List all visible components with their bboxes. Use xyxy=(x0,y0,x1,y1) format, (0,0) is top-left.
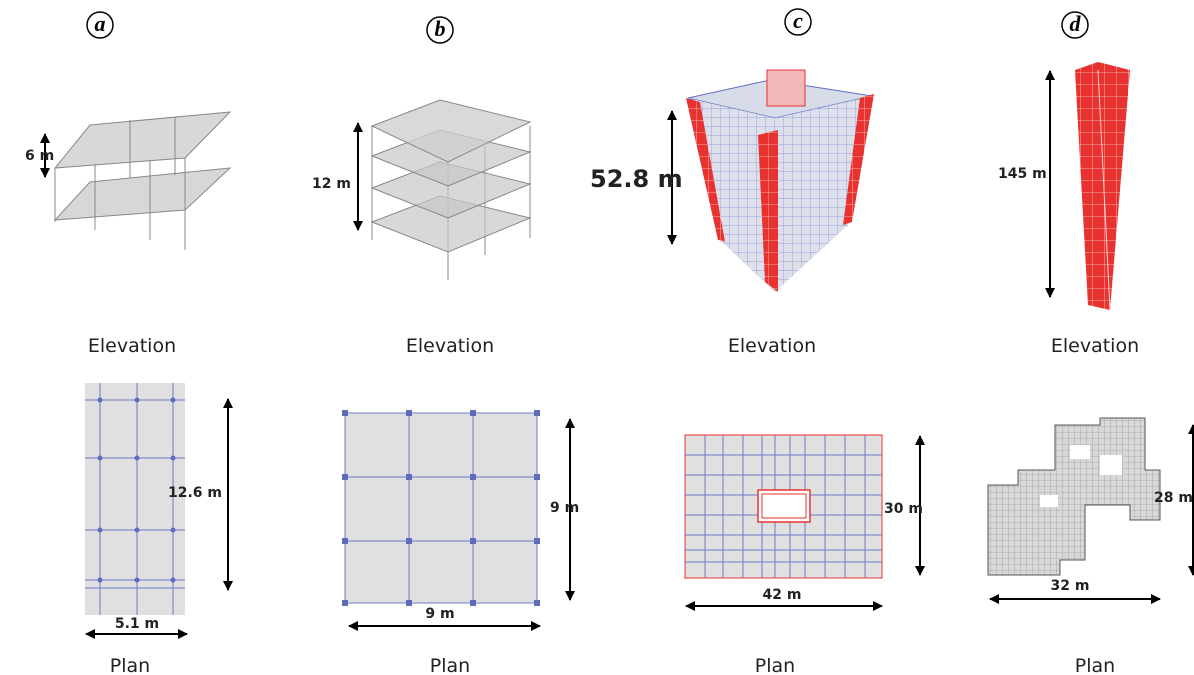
panel-letter: c xyxy=(793,8,803,33)
panel-letter: a xyxy=(95,11,106,36)
caption: Elevation xyxy=(88,335,176,357)
dimension-label: 32 m xyxy=(1051,578,1090,594)
panel-a: a 6 m Elevation 12.6 m 5.1 m Plan xyxy=(25,11,230,675)
panel-c: c 52.8 m Elevation 30 m 42 m Plan xyxy=(590,8,923,675)
plan xyxy=(345,413,537,603)
elevation-model xyxy=(55,112,230,250)
caption: Elevation xyxy=(1051,335,1139,357)
elevation-model xyxy=(686,70,874,292)
figure: a 6 m Elevation 12.6 m 5.1 m Plan b 12 m… xyxy=(0,0,1194,675)
caption: Elevation xyxy=(728,335,816,357)
dimension-label: 9 m xyxy=(425,606,454,622)
caption: Plan xyxy=(110,655,150,675)
dimension-label: 28 m xyxy=(1154,490,1193,506)
caption: Plan xyxy=(755,655,795,675)
dimension-label: 12.6 m xyxy=(168,485,222,501)
dimension-label: 30 m xyxy=(884,501,923,517)
elevation-model xyxy=(1075,62,1130,310)
dimension-label: 52.8 m xyxy=(590,165,683,193)
panel-letter: d xyxy=(1070,11,1082,36)
panel-letter: b xyxy=(435,16,446,41)
panel-b: b 12 m Elevation 9 m 9 m Plan xyxy=(312,16,579,675)
caption: Elevation xyxy=(406,335,494,357)
dimension-label: 145 m xyxy=(998,166,1047,182)
dimension-label: 12 m xyxy=(312,176,351,192)
dimension-label: 9 m xyxy=(550,500,579,516)
plan xyxy=(988,418,1160,575)
caption: Plan xyxy=(1075,655,1115,675)
caption: Plan xyxy=(430,655,470,675)
elevation-model xyxy=(372,100,530,280)
dimension-label: 42 m xyxy=(763,587,802,603)
panel-d: d 145 m Elevation 28 m 32 m Plan xyxy=(988,11,1193,675)
dimension-label: 6 m xyxy=(25,148,54,164)
dimension-label: 5.1 m xyxy=(115,616,159,632)
